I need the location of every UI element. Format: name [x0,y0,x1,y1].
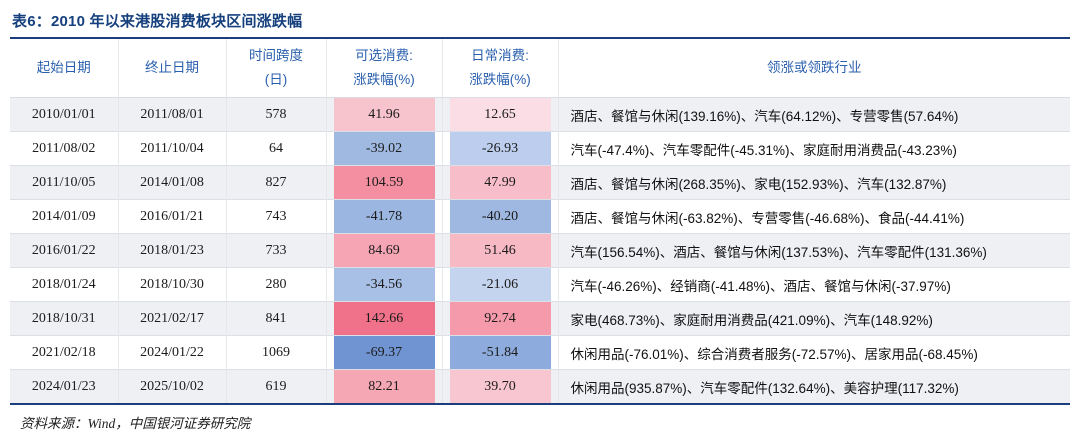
discretionary-change-value: -39.02 [333,132,435,165]
end-date-cell: 2018/01/23 [117,233,226,268]
discretionary-change-value: 142.66 [333,302,435,335]
discretionary-change-cell: -69.37 [325,335,442,370]
table-row: 2018/01/24 2018/10/30 280 -34.56 -21.06 … [10,267,1070,302]
time-span-cell: 578 [225,97,326,132]
discretionary-change-value: -34.56 [333,268,435,301]
discretionary-change-value: 82.21 [333,370,435,403]
leading-industries-cell: 休闲用品(935.87%)、汽车零配件(132.64%)、美容护理(117.32… [557,369,1070,404]
header-staples-change: 日常消费: 涨跌幅(%) [441,38,558,98]
discretionary-change-cell: 142.66 [325,301,442,336]
start-date-cell: 2024/01/23 [10,369,118,404]
table-title: 表6：2010 年以来港股消费板块区间涨跌幅 [12,13,303,30]
discretionary-change-cell: -34.56 [325,267,442,302]
leading-industries-cell: 汽车(-47.4%)、汽车零配件(-45.31%)、家庭耐用消费品(-43.23… [557,131,1070,166]
start-date-cell: 2018/10/31 [10,301,118,336]
staples-change-value: 51.46 [449,234,551,267]
time-span-cell: 1069 [225,335,326,370]
discretionary-change-cell: 82.21 [325,369,442,404]
staples-change-cell: 39.70 [441,369,558,404]
time-span-cell: 619 [225,369,326,404]
end-date-cell: 2021/02/17 [117,301,226,336]
discretionary-change-value: 84.69 [333,234,435,267]
staples-change-cell: -26.93 [441,131,558,166]
staples-change-value: 47.99 [449,166,551,199]
end-date-cell: 2018/10/30 [117,267,226,302]
staples-change-cell: 47.99 [441,165,558,200]
staples-change-value: -40.20 [449,200,551,233]
staples-change-cell: -40.20 [441,199,558,234]
table-row: 2024/01/23 2025/10/02 619 82.21 39.70 休闲… [10,369,1070,404]
discretionary-change-cell: -41.78 [325,199,442,234]
discretionary-change-value: 41.96 [333,98,435,131]
end-date-cell: 2016/01/21 [117,199,226,234]
staples-change-cell: -51.84 [441,335,558,370]
header-discretionary-change: 可选消费: 涨跌幅(%) [325,38,442,98]
leading-industries-cell: 汽车(156.54%)、酒店、餐馆与休闲(137.53%)、汽车零配件(131.… [557,233,1070,268]
leading-industries-cell: 汽车(-46.26%)、经销商(-41.48%)、酒店、餐馆与休闲(-37.97… [557,267,1070,302]
leading-industries-cell: 酒店、餐馆与休闲(-63.82%)、专营零售(-46.68%)、食品(-44.4… [557,199,1070,234]
header-start-date: 起始日期 [10,38,118,98]
end-date-cell: 2024/01/22 [117,335,226,370]
discretionary-change-cell: 84.69 [325,233,442,268]
table-row: 2016/01/22 2018/01/23 733 84.69 51.46 汽车… [10,233,1070,268]
staples-change-value: -21.06 [449,268,551,301]
header-leading-industries: 领涨或领跌行业 [557,38,1070,98]
table-body: 2010/01/01 2011/08/01 578 41.96 12.65 酒店… [10,97,1070,404]
time-span-cell: 280 [225,267,326,302]
staples-change-cell: 92.74 [441,301,558,336]
staples-change-value: -51.84 [449,336,551,369]
time-span-cell: 827 [225,165,326,200]
table-row: 2010/01/01 2011/08/01 578 41.96 12.65 酒店… [10,97,1070,132]
staples-change-value: 92.74 [449,302,551,335]
table-row: 2011/08/02 2011/10/04 64 -39.02 -26.93 汽… [10,131,1070,166]
leading-industries-cell: 酒店、餐馆与休闲(268.35%)、家电(152.93%)、汽车(132.87%… [557,165,1070,200]
start-date-cell: 2018/01/24 [10,267,118,302]
table-row: 2018/10/31 2021/02/17 841 142.66 92.74 家… [10,301,1070,336]
table-row: 2011/10/05 2014/01/08 827 104.59 47.99 酒… [10,165,1070,200]
table-row: 2014/01/09 2016/01/21 743 -41.78 -40.20 … [10,199,1070,234]
hk-consumer-sector-table: 起始日期 终止日期 时间跨度 (日) 可选消费: 涨跌幅(%) 日常消费: 涨跌… [10,37,1070,405]
discretionary-change-value: 104.59 [333,166,435,199]
staples-change-value: 12.65 [449,98,551,131]
discretionary-change-value: -69.37 [333,336,435,369]
discretionary-change-cell: 41.96 [325,97,442,132]
leading-industries-cell: 家电(468.73%)、家庭耐用消费品(421.09%)、汽车(148.92%) [557,301,1070,336]
source-note: 资料来源：Wind，中国银河证券研究院 [20,416,251,431]
staples-change-value: 39.70 [449,370,551,403]
staples-change-cell: 51.46 [441,233,558,268]
start-date-cell: 2016/01/22 [10,233,118,268]
discretionary-change-cell: 104.59 [325,165,442,200]
start-date-cell: 2014/01/09 [10,199,118,234]
header-end-date: 终止日期 [117,38,226,98]
time-span-cell: 743 [225,199,326,234]
time-span-cell: 841 [225,301,326,336]
leading-industries-cell: 休闲用品(-76.01%)、综合消费者服务(-72.57%)、居家用品(-68.… [557,335,1070,370]
start-date-cell: 2021/02/18 [10,335,118,370]
end-date-cell: 2011/08/01 [117,97,226,132]
end-date-cell: 2025/10/02 [117,369,226,404]
header-time-span-days: 时间跨度 (日) [225,38,326,98]
table-row: 2021/02/18 2024/01/22 1069 -69.37 -51.84… [10,335,1070,370]
time-span-cell: 64 [225,131,326,166]
time-span-cell: 733 [225,233,326,268]
staples-change-cell: 12.65 [441,97,558,132]
end-date-cell: 2014/01/08 [117,165,226,200]
header-row: 起始日期 终止日期 时间跨度 (日) 可选消费: 涨跌幅(%) 日常消费: 涨跌… [10,38,1070,98]
leading-industries-cell: 酒店、餐馆与休闲(139.16%)、汽车(64.12%)、专营零售(57.64%… [557,97,1070,132]
staples-change-cell: -21.06 [441,267,558,302]
discretionary-change-value: -41.78 [333,200,435,233]
end-date-cell: 2011/10/04 [117,131,226,166]
staples-change-value: -26.93 [449,132,551,165]
start-date-cell: 2011/10/05 [10,165,118,200]
discretionary-change-cell: -39.02 [325,131,442,166]
start-date-cell: 2011/08/02 [10,131,118,166]
start-date-cell: 2010/01/01 [31,106,96,122]
